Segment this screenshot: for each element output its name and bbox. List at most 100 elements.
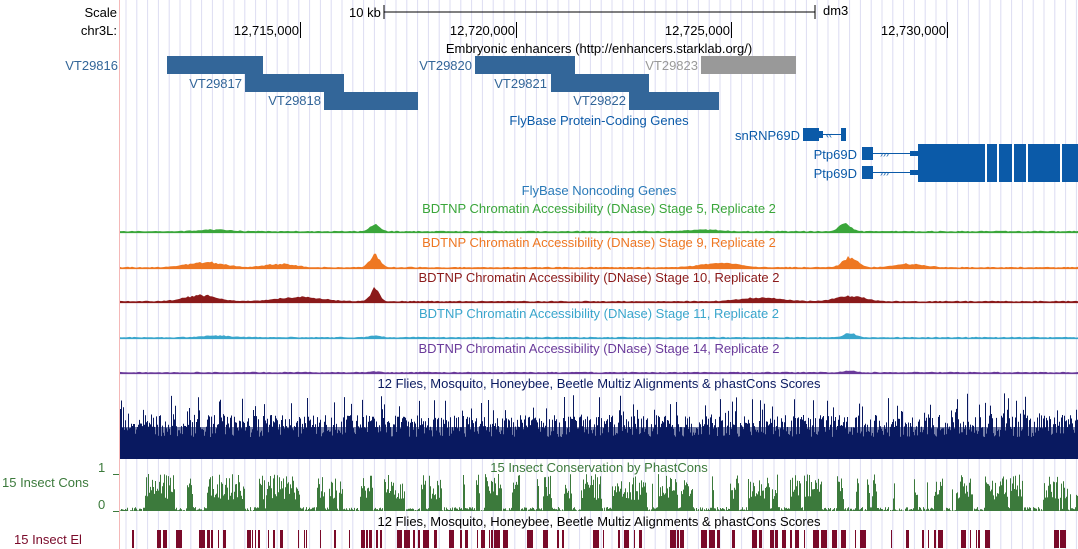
conserved-element bbox=[961, 530, 966, 548]
coding-genes-track-title[interactable]: FlyBase Protein-Coding Genes bbox=[509, 113, 689, 128]
conserved-element bbox=[268, 530, 269, 548]
enhancer-block bbox=[324, 92, 418, 110]
conserved-element bbox=[557, 530, 559, 548]
gene-label-snRNP69D[interactable]: snRNP69D bbox=[734, 128, 800, 143]
gene-exon-gap bbox=[985, 144, 987, 163]
gene-label-Ptp69D-1[interactable]: Ptp69D bbox=[813, 147, 857, 162]
conserved-element bbox=[782, 530, 786, 548]
phastcons-plot bbox=[120, 474, 1078, 511]
conserved-element bbox=[775, 530, 778, 548]
enhancer-label-VT29820[interactable]: VT29820 bbox=[419, 58, 472, 73]
conserved-element bbox=[701, 530, 707, 548]
dnase-stage14-title[interactable]: BDTNP Chromatin Accessibility (DNase) St… bbox=[418, 341, 780, 356]
enhancer-label-VT29822[interactable]: VT29822 bbox=[573, 93, 626, 108]
multiz-conservation-plot bbox=[120, 393, 1078, 459]
multiz-track-title[interactable]: 12 Flies, Mosquito, Honeybee, Beetle Mul… bbox=[377, 376, 821, 391]
conserved-element bbox=[380, 530, 382, 548]
conserved-element bbox=[223, 530, 226, 548]
conserved-element bbox=[527, 530, 533, 548]
conserved-element bbox=[334, 530, 336, 548]
conserved-element bbox=[199, 530, 205, 548]
enhancer-label-VT29821[interactable]: VT29821 bbox=[494, 76, 547, 91]
gene-strand-arrows: ››› bbox=[880, 168, 889, 178]
ruler-position-label: 12,730,000 bbox=[880, 23, 946, 38]
enhancer-label-VT29818[interactable]: VT29818 bbox=[268, 93, 321, 108]
gene-exon-gap bbox=[1026, 144, 1028, 163]
enhancer-label-VT29817[interactable]: VT29817 bbox=[189, 76, 242, 91]
conserved-element bbox=[449, 530, 454, 548]
enhancer-block bbox=[167, 56, 263, 74]
dnase-signal-area bbox=[120, 287, 1078, 302]
gene-exon-gap bbox=[1012, 144, 1014, 163]
enhancers-track-title[interactable]: Embryonic enhancers (http://enhancers.st… bbox=[445, 41, 753, 56]
conserved-element bbox=[624, 530, 629, 548]
conserved-element bbox=[489, 530, 490, 548]
dnase-stage10-title[interactable]: BDTNP Chromatin Accessibility (DNase) St… bbox=[418, 270, 780, 285]
conserved-element bbox=[460, 530, 462, 548]
gene-exon-gap bbox=[997, 144, 999, 163]
gene-exon-gap bbox=[1026, 163, 1028, 182]
gene-exon-gap bbox=[985, 163, 987, 182]
dnase-stage5-title[interactable]: BDTNP Chromatin Accessibility (DNase) St… bbox=[422, 201, 776, 216]
gene-utr bbox=[910, 151, 918, 156]
enhancer-label-VT29816[interactable]: VT29816 bbox=[65, 58, 118, 73]
conserved-element bbox=[978, 530, 980, 548]
conserved-element bbox=[320, 530, 321, 548]
gene-exon-gap bbox=[1012, 163, 1014, 182]
conserved-element bbox=[922, 530, 924, 548]
conserved-element bbox=[211, 530, 213, 548]
phastcons-track-title[interactable]: 15 Insect Conservation by PhastCons bbox=[490, 460, 708, 475]
conserved-element bbox=[938, 530, 943, 548]
conserved-element bbox=[680, 530, 684, 548]
conserved-element bbox=[306, 530, 307, 548]
noncoding-genes-track-title[interactable]: FlyBase Noncoding Genes bbox=[521, 183, 677, 198]
conserved-element bbox=[639, 530, 642, 548]
gene-label-Ptp69D-2[interactable]: Ptp69D bbox=[813, 166, 857, 181]
conserved-element bbox=[369, 530, 372, 548]
conserved-element bbox=[423, 530, 429, 548]
dnase-stage11-title[interactable]: BDTNP Chromatin Accessibility (DNase) St… bbox=[418, 306, 780, 321]
enhancer-label-VT29823[interactable]: VT29823 bbox=[645, 58, 698, 73]
ruler-position-label: 12,725,000 bbox=[664, 23, 730, 38]
conserved-element bbox=[481, 530, 485, 548]
gene-snRNP69D-glyph[interactable]: ‹‹ bbox=[803, 128, 846, 141]
elements-track-title[interactable]: 12 Flies, Mosquito, Honeybee, Beetle Mul… bbox=[377, 514, 821, 529]
conserved-elements-plot bbox=[132, 530, 1066, 548]
conserved-element bbox=[404, 530, 410, 548]
elements-side-label[interactable]: 15 Insect El bbox=[14, 532, 82, 547]
conserved-element bbox=[759, 530, 762, 548]
gene-exon-gap bbox=[997, 163, 999, 182]
position-ruler-ticks bbox=[300, 22, 948, 38]
gene-utr bbox=[910, 170, 918, 175]
conserved-element bbox=[397, 530, 402, 548]
gene-exon-gap bbox=[1060, 163, 1062, 182]
enhancer-block bbox=[551, 74, 649, 92]
scale-label: Scale bbox=[84, 5, 117, 20]
conserved-element bbox=[985, 530, 990, 548]
conserved-element bbox=[132, 530, 134, 548]
dnase-signal-area bbox=[120, 253, 1078, 268]
assembly-label: dm3 bbox=[823, 3, 849, 18]
conserved-element bbox=[465, 530, 468, 548]
conserved-element bbox=[207, 530, 210, 548]
conserved-element bbox=[562, 530, 564, 548]
conserved-element bbox=[503, 530, 508, 548]
conserved-element bbox=[176, 530, 182, 548]
dnase-stage9-title[interactable]: BDTNP Chromatin Accessibility (DNase) St… bbox=[422, 235, 776, 250]
conserved-element bbox=[157, 530, 161, 548]
multiz-fill bbox=[120, 427, 1078, 459]
conserved-element bbox=[413, 530, 415, 548]
gene-Ptp69D-glyph-1[interactable]: ››› bbox=[862, 144, 1078, 163]
phastcons-side-label[interactable]: 15 Insect Cons bbox=[2, 475, 89, 490]
chrom-label: chr3L: bbox=[80, 23, 117, 38]
phastcons-axis-min: 0 bbox=[98, 497, 106, 512]
conserved-element bbox=[543, 530, 548, 548]
gene-Ptp69D-glyph-2[interactable]: ››› bbox=[862, 163, 1078, 182]
conserved-element bbox=[593, 530, 599, 548]
conserved-element bbox=[434, 530, 437, 548]
conserved-element bbox=[717, 530, 720, 548]
gene-strand-arrows: ››› bbox=[880, 149, 889, 159]
gene-exon bbox=[862, 166, 873, 179]
